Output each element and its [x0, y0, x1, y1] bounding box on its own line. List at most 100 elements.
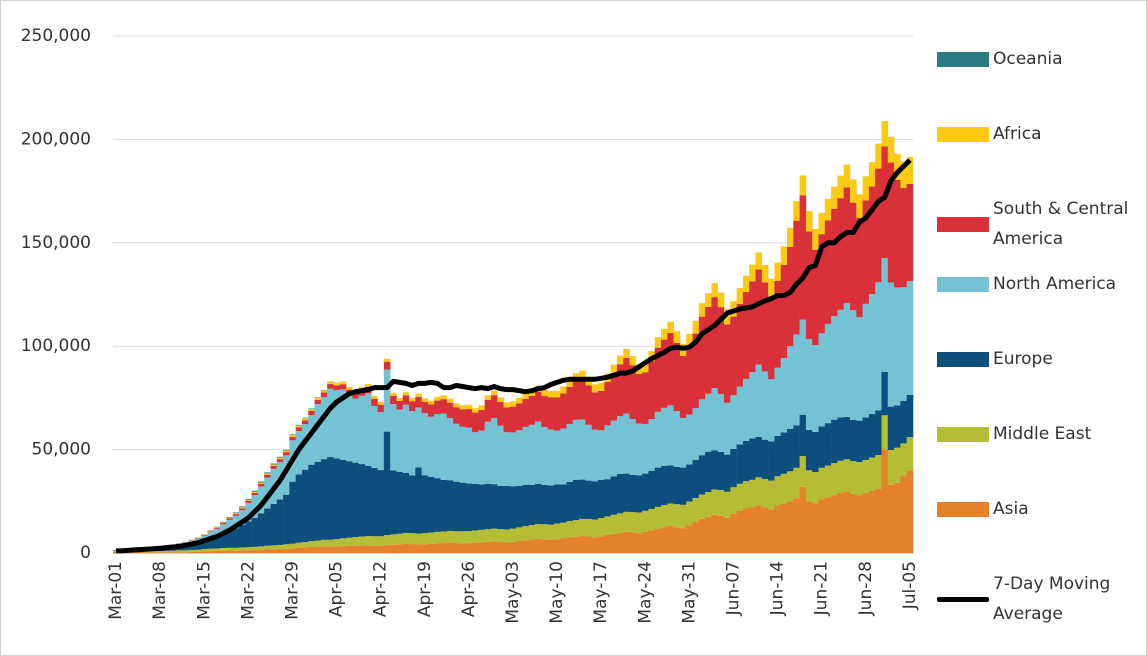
bar-segment: [270, 503, 278, 546]
bar-segment: [478, 430, 485, 485]
bar-segment: [283, 452, 290, 456]
bar-segment: [894, 153, 901, 180]
bar-segment: [169, 552, 177, 553]
legend-item: South & Central America: [937, 194, 1145, 254]
bar-segment: [648, 470, 656, 509]
bar-segment: [774, 367, 782, 436]
bar-segment: [169, 550, 177, 553]
legend-swatch: [937, 596, 989, 602]
bar-segment: [276, 549, 284, 553]
bar-segment: [182, 545, 189, 551]
bar-segment: [900, 401, 908, 444]
bar-segment: [717, 307, 725, 394]
bar-segment: [352, 545, 359, 553]
bar-segment: [383, 358, 391, 362]
bar-segment: [591, 384, 599, 393]
bar-segment: [831, 186, 838, 209]
bar-segment: [232, 513, 240, 515]
bar-segment: [900, 443, 908, 477]
bar-segment: [238, 550, 246, 553]
bar-segment: [320, 392, 328, 398]
bar-segment: [566, 379, 574, 387]
x-tick-label: Apr-26: [459, 561, 479, 617]
bar-segment: [346, 545, 353, 553]
bar-segment: [245, 547, 252, 551]
bar-segment: [213, 550, 221, 553]
bar-segment: [805, 338, 813, 430]
bar-segment: [434, 531, 441, 544]
bar-segment: [585, 385, 593, 425]
bar-segment: [553, 484, 561, 524]
bar-segment: [207, 532, 215, 540]
bar-segment: [843, 459, 851, 492]
bar-segment: [371, 545, 378, 553]
legend-swatch: [937, 426, 989, 442]
bar-segment: [812, 472, 819, 504]
bar-segment: [894, 179, 901, 288]
bar-segment: [837, 460, 845, 494]
bar-segment: [692, 333, 700, 409]
bar-segment: [446, 480, 454, 531]
bar-segment: [761, 507, 769, 553]
bar-segment: [560, 538, 567, 553]
bar-segment: [679, 528, 687, 553]
bar-segment: [850, 494, 857, 553]
bar-segment: [238, 508, 246, 511]
bar-segment: [472, 483, 479, 531]
bar-segment: [270, 464, 278, 466]
bar-segment: [314, 404, 322, 463]
bar-segment: [358, 545, 366, 553]
bar-segment: [604, 479, 611, 517]
bar-segment: [213, 527, 221, 529]
bar-segment: [598, 479, 605, 519]
bar-segment: [553, 539, 561, 553]
bar-segment: [635, 373, 643, 424]
bar-segment: [535, 421, 542, 484]
bar-segment: [402, 404, 410, 473]
bar-segment: [314, 462, 322, 541]
bar-segment: [352, 398, 359, 463]
bar-segment: [654, 411, 662, 468]
bar-segment: [207, 531, 215, 533]
bar-segment: [478, 529, 485, 543]
bar-segment: [295, 427, 303, 431]
bar-segment: [673, 527, 681, 553]
bar-segment: [843, 164, 851, 188]
bar-segment: [900, 161, 908, 188]
bar-segment: [535, 391, 542, 422]
bar-segment: [793, 425, 800, 468]
bar-segment: [440, 543, 448, 553]
bar-segment: [705, 451, 712, 492]
bar-segment: [648, 361, 656, 419]
bar-segment: [264, 472, 271, 474]
bar-segment: [440, 479, 448, 532]
bar-segment: [736, 303, 744, 387]
legend-swatch: [937, 216, 989, 232]
bar-segment: [390, 534, 397, 545]
bar-segment: [553, 523, 561, 540]
bar-segment: [868, 414, 876, 458]
bar-segment: [598, 390, 605, 431]
bar-segment: [346, 395, 353, 462]
bar-segment: [635, 423, 643, 476]
bar-segment: [465, 531, 473, 544]
bar-segment: [887, 136, 895, 163]
bar-segment: [434, 478, 441, 532]
legend-swatch: [937, 126, 989, 142]
bar-segment: [472, 432, 479, 484]
bar-segment: [736, 510, 744, 553]
bar-segment: [541, 539, 548, 553]
bar-segment: [150, 550, 158, 553]
bar-segment: [220, 548, 227, 551]
bar-segment: [421, 544, 429, 553]
bar-segment: [503, 402, 511, 408]
bar-segment: [724, 402, 731, 455]
bar-segment: [579, 518, 586, 537]
legend-swatch: [937, 501, 989, 517]
bar-segment: [427, 476, 435, 533]
bar-segment: [535, 524, 542, 539]
bar-segment: [528, 484, 536, 526]
bar-segment: [497, 425, 504, 486]
bar-segment: [453, 481, 460, 532]
bar-segment: [371, 396, 378, 399]
